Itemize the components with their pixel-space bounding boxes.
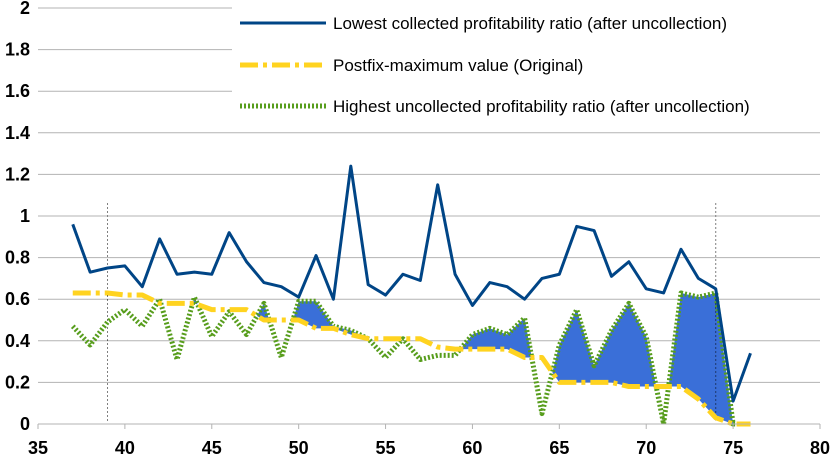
y-tick-label: 0.2 (5, 372, 30, 392)
y-tick-label: 0.8 (5, 248, 30, 268)
legend-label-postfix-maximum: Postfix-maximum value (Original) (333, 56, 583, 75)
axes: 0 0.2 0.4 0.6 0.8 1 1.2 1.4 1.6 1.8 2 35 40 45 50 55 60 6… (5, 0, 830, 458)
x-tick-label: 35 (28, 438, 48, 458)
y-tick-label: 1 (20, 206, 30, 226)
shaded-region (668, 292, 734, 424)
shaded-region (256, 303, 270, 320)
y-tick-label: 1.4 (5, 123, 30, 143)
series-line-postfix-maximum (72, 290, 751, 427)
shaded-regions (157, 292, 734, 424)
x-tick-label: 65 (549, 438, 569, 458)
legend-label-highest-uncollected: Highest uncollected profitability ratio … (333, 97, 750, 116)
x-tick-label: 70 (636, 438, 656, 458)
shaded-region (292, 301, 369, 339)
legend-background (232, 4, 824, 118)
x-tick-label: 60 (462, 438, 482, 458)
vertical-markers (107, 203, 717, 424)
y-tick-label: 0.4 (5, 331, 30, 351)
series-line-highest-uncollected (70, 290, 751, 427)
y-tick-label: 1.2 (5, 164, 30, 184)
y-tick-label: 1.8 (5, 40, 30, 60)
x-tick-label: 55 (376, 438, 396, 458)
series-line-lowest-collected (71, 164, 752, 403)
y-tick-label: 1.6 (5, 81, 30, 101)
x-tick-label: 50 (289, 438, 309, 458)
y-tick-label: 0.6 (5, 289, 30, 309)
x-tick-label: 80 (810, 438, 830, 458)
shaded-region (552, 303, 657, 387)
legend: Lowest collected profitability ratio (af… (232, 4, 824, 118)
y-tick-label: 0 (20, 414, 30, 434)
series-lines (70, 164, 752, 427)
x-tick-label: 40 (115, 438, 135, 458)
x-tick-label: 75 (723, 438, 743, 458)
y-tick-label: 2 (20, 0, 30, 18)
x-tick-label: 45 (202, 438, 222, 458)
legend-label-lowest-collected: Lowest collected profitability ratio (af… (333, 14, 727, 33)
